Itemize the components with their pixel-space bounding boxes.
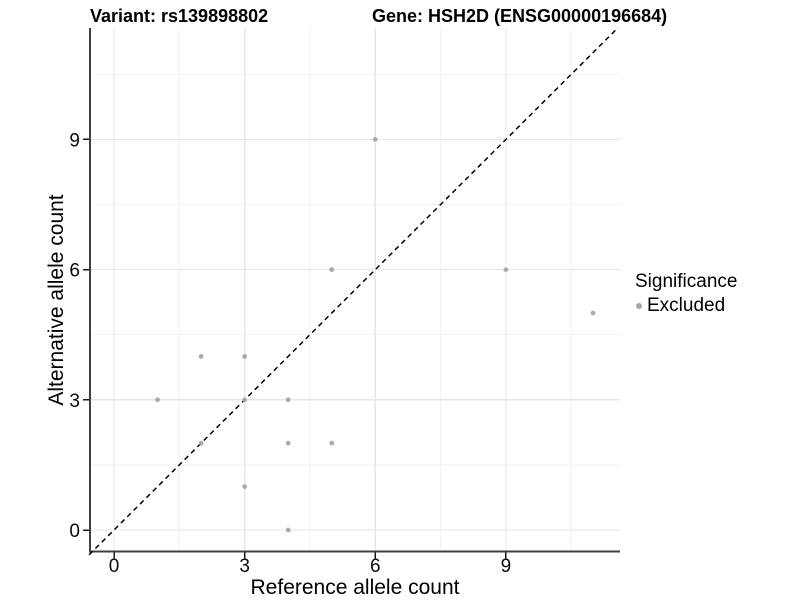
x-tick-label: 0 xyxy=(109,556,120,577)
plot-title-variant: Variant: rs139898802 xyxy=(90,6,269,26)
y-tick-label: 6 xyxy=(69,261,80,282)
plot-panel xyxy=(90,28,620,552)
data-point xyxy=(503,267,509,272)
data-point xyxy=(242,354,248,359)
y-tick-label: 0 xyxy=(69,521,80,542)
y-tick-label: 3 xyxy=(69,391,80,412)
data-point xyxy=(242,397,248,403)
data-point xyxy=(198,440,204,446)
data-point xyxy=(285,440,291,446)
legend-item-excluded: Excluded xyxy=(636,295,737,317)
x-tick-label: 9 xyxy=(501,556,512,577)
data-point xyxy=(285,527,291,533)
legend-point-icon xyxy=(636,303,642,309)
identity-dashed-line xyxy=(88,26,619,556)
x-tick-label: 3 xyxy=(239,556,250,577)
plot-title-gene: Gene: HSH2D (ENSG00000196684) xyxy=(372,6,668,26)
legend-title: Significance xyxy=(635,271,738,292)
data-point xyxy=(372,137,378,142)
y-tick-label: 9 xyxy=(69,130,80,151)
data-point xyxy=(590,310,596,316)
data-point xyxy=(329,267,335,272)
y-axis-title: Alternative allele count xyxy=(45,194,68,406)
x-tick-label: 6 xyxy=(370,556,381,577)
data-point xyxy=(242,484,248,489)
data-point xyxy=(329,440,335,446)
data-point xyxy=(198,354,204,359)
data-point xyxy=(285,397,291,403)
legend: Significance Excluded xyxy=(635,271,737,317)
legend-item-label: Excluded xyxy=(647,295,726,316)
data-point xyxy=(155,397,160,403)
x-axis-title: Reference allele count xyxy=(250,576,460,599)
